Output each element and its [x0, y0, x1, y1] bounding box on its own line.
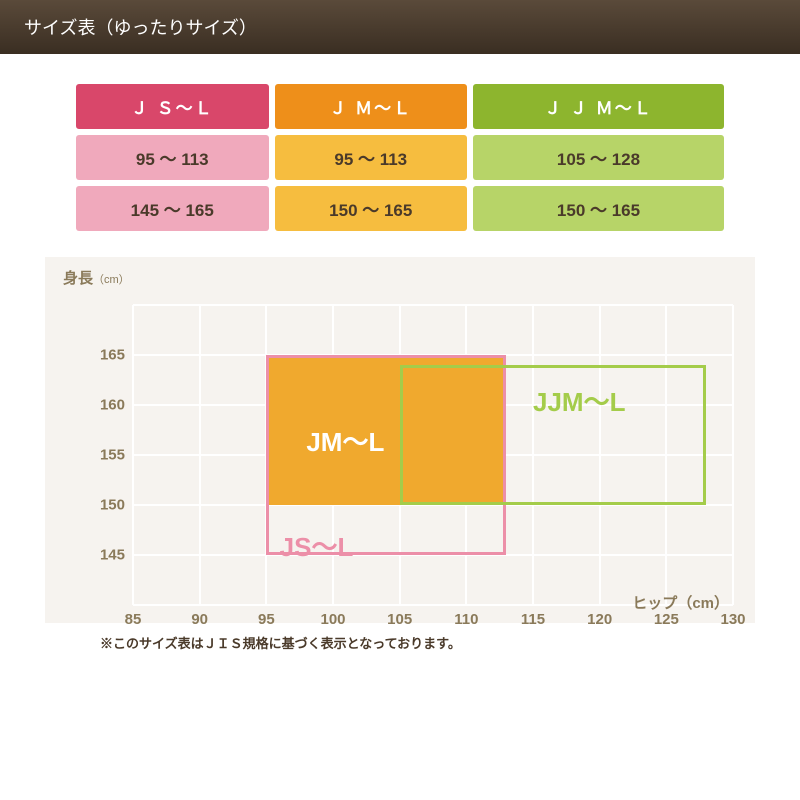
header-bar: サイズ表（ゆったりサイズ） [0, 0, 800, 54]
table-cell: 145 ～ 165 [76, 186, 269, 231]
table-cell: 150 ～ 165 [473, 186, 724, 231]
footnote: ※このサイズ表はＪＩＳ規格に基づく表示となっております。 [100, 633, 800, 652]
x-tick: 115 [521, 611, 545, 628]
y-tick: 145 [100, 547, 125, 564]
size-table-area: Ｊ Ｓ～ＬＪ Ｍ～ＬＪ Ｊ Ｍ～Ｌ95 ～ 11395 ～ 113105 ～ 1… [0, 54, 800, 249]
x-tick: 95 [258, 611, 275, 628]
table-cell: 105 ～ 128 [473, 135, 724, 180]
grid-line-h [133, 304, 733, 306]
table-cell: 95 ～ 113 [76, 135, 269, 180]
table-cell: 95 ～ 113 [275, 135, 468, 180]
y-tick: 150 [100, 497, 125, 514]
x-tick: 100 [320, 611, 345, 628]
x-tick: 125 [654, 611, 679, 628]
x-tick: 110 [454, 611, 478, 628]
y-tick: 155 [100, 447, 125, 464]
x-tick: 85 [125, 611, 142, 628]
y-tick: 160 [100, 397, 125, 414]
x-tick: 105 [387, 611, 412, 628]
x-tick: 130 [720, 611, 745, 628]
chart-panel: 身長（cm） 145150155160165859095100105110115… [45, 257, 755, 623]
x-tick: 90 [191, 611, 208, 628]
table-header: Ｊ Ｓ～Ｌ [76, 84, 269, 129]
table-header: Ｊ Ｊ Ｍ～Ｌ [473, 84, 724, 129]
chart-region-label: JS～L [280, 527, 354, 564]
y-tick: 165 [100, 347, 125, 364]
size-table: Ｊ Ｓ～ＬＪ Ｍ～ＬＪ Ｊ Ｍ～Ｌ95 ～ 11395 ～ 113105 ～ 1… [70, 78, 730, 237]
chart-region-label: JJM～L [533, 382, 625, 419]
y-axis-label: 身長（cm） [63, 267, 130, 288]
x-tick: 120 [587, 611, 612, 628]
chart-plot-area: 1451501551601658590951001051101151201251… [133, 305, 733, 605]
header-title: サイズ表（ゆったりサイズ） [24, 18, 257, 38]
table-header: Ｊ Ｍ～Ｌ [275, 84, 468, 129]
table-cell: 150 ～ 165 [275, 186, 468, 231]
x-axis-label: ヒップ（cm） [632, 592, 729, 613]
